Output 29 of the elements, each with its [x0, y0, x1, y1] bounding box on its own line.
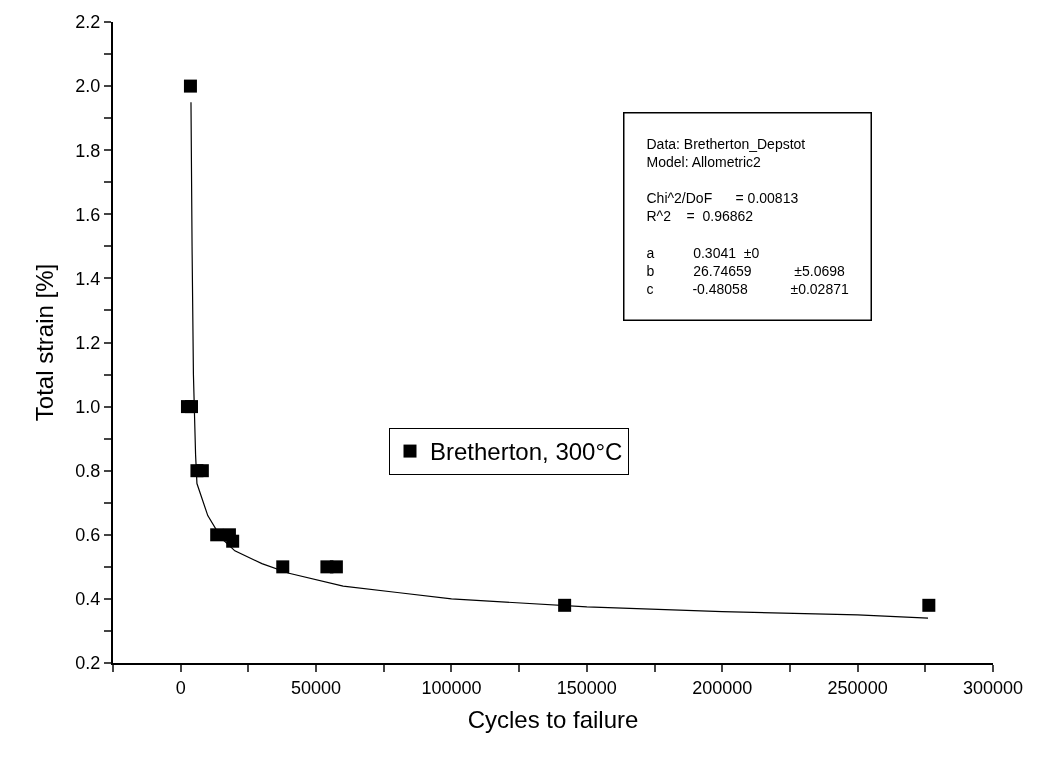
x-tick-label: 300000: [962, 677, 1024, 698]
y-tick-label: 0.2: [75, 653, 101, 674]
legend-label: Bretherton, 300°C: [430, 438, 623, 466]
x-tick-label: 200000: [692, 677, 753, 698]
x-tick-label: 100000: [421, 677, 482, 698]
x-tick-label: 150000: [556, 677, 617, 698]
y-tick-label: 0.8: [75, 461, 101, 481]
x-tick-label: 0: [175, 677, 186, 698]
point: [185, 400, 199, 414]
y-tick-label: 2.2: [75, 12, 101, 33]
y-tick-label: 1.0: [75, 396, 101, 417]
y-tick-label: 1.2: [75, 332, 101, 353]
x-tick-label: 250000: [827, 677, 888, 698]
point: [558, 598, 572, 612]
y-tick-label: 1.8: [75, 140, 101, 161]
y-tick-label: 0.6: [75, 525, 101, 546]
point: [226, 534, 240, 548]
y-tick-label: 1.6: [75, 204, 101, 225]
text: Data: Bretherton_Depstot Model: Allometric2 Chi^2/DoF = 0.00813 R^2 = 0.96862 a 0.3041 ±0 b 26.74659 ±5.0698 c -0.48058 ±0.02871: [646, 135, 849, 298]
point: [195, 464, 209, 478]
y-axis-title: Total strain [%]: [30, 263, 58, 422]
y-tick-label: 0.4: [75, 589, 101, 610]
y-tick-label: 1.4: [75, 268, 101, 289]
point: [183, 79, 197, 93]
y-tick-label: 2.0: [75, 76, 101, 97]
x-axis-title: Cycles to failure: [467, 706, 639, 734]
point: [329, 560, 343, 574]
point: [922, 598, 936, 612]
x-tick-label: 50000: [291, 677, 342, 698]
